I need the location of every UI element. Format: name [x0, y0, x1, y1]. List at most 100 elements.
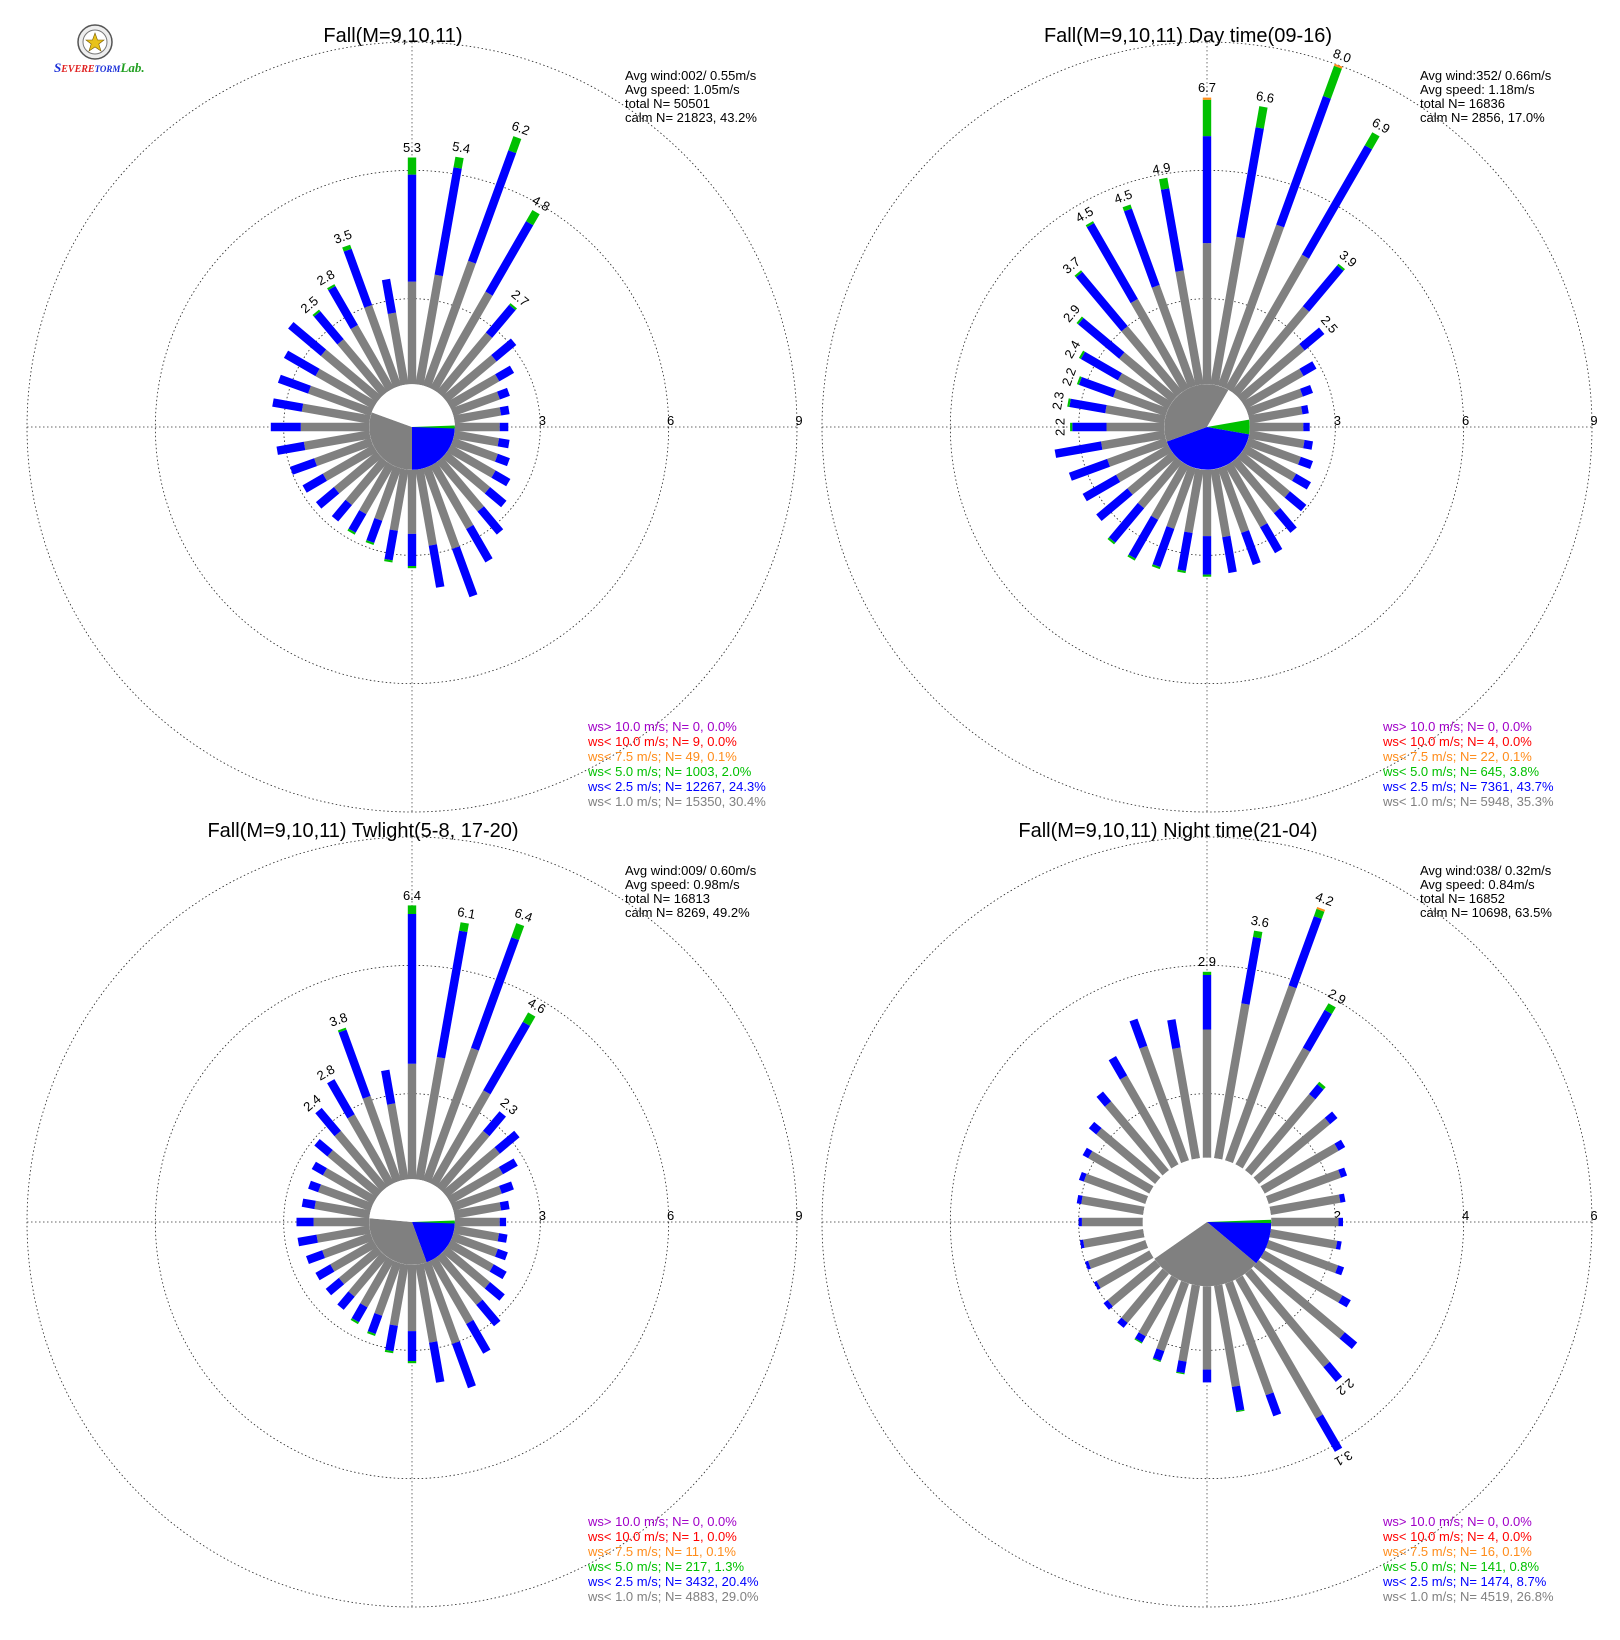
bar-segment: [1217, 465, 1249, 533]
calm-wedge: [412, 425, 455, 429]
calm-wedge: [1207, 390, 1250, 427]
bar-segment: [1202, 574, 1212, 577]
bar-segment: [314, 1200, 371, 1219]
direction-bar: [429, 461, 493, 563]
bar-segment: [1334, 63, 1343, 69]
calm-wedge: [369, 412, 412, 470]
bar-segment: [1177, 531, 1193, 571]
legend-entry: ws< 7.5 m/s; N= 22, 0.1%: [1382, 749, 1532, 764]
bar-segment: [1339, 1332, 1358, 1349]
bar-segment: [1303, 439, 1313, 450]
direction-bar: [331, 457, 388, 522]
bar-segment: [1225, 1280, 1274, 1396]
bar-segment: [407, 914, 417, 1064]
bar-segment: [1082, 1147, 1093, 1159]
direction-bar: [365, 465, 402, 545]
direction-bar: [1269, 1193, 1346, 1215]
bar-value-label: 4.5: [1112, 186, 1134, 206]
bar-segment: [1265, 1240, 1339, 1274]
bar-segment: [1078, 317, 1125, 359]
direction-bar: [325, 1246, 382, 1296]
bar-segment: [327, 1150, 382, 1198]
bar-segment: [1202, 99, 1212, 137]
ring-label: 4: [1462, 1208, 1469, 1223]
bar-segment: [1078, 377, 1116, 398]
bar-value-label: 6.1: [456, 904, 476, 922]
direction-bar: 2.2: [1059, 366, 1169, 417]
bar-segment: [1079, 1239, 1085, 1249]
bar-segment: [1202, 1286, 1212, 1370]
bar-segment: [407, 1331, 417, 1361]
direction-bar: 2.2: [1053, 418, 1165, 436]
bar-segment: [498, 1158, 518, 1175]
bar-segment: [384, 559, 393, 563]
bar-segment: [337, 1291, 355, 1310]
bar-segment: [1241, 936, 1262, 1005]
direction-bar: [302, 444, 378, 493]
bar-segment: [328, 286, 358, 330]
calm-wedge: [412, 1222, 455, 1263]
bar-segment: [387, 1103, 409, 1181]
stat-line: total N= 16836: [1420, 96, 1505, 111]
direction-bar: [1129, 1018, 1189, 1164]
bar-segment: [450, 437, 498, 462]
bar-segment: [1177, 569, 1186, 574]
direction-bar: [311, 1161, 378, 1205]
bar-segment: [1069, 398, 1107, 414]
bar-segment: [1265, 1169, 1342, 1204]
bar-segment: [1127, 554, 1136, 561]
bar-segment: [422, 1047, 479, 1184]
direction-bar: [446, 444, 511, 487]
direction-bar: 3.5: [332, 227, 402, 389]
direction-bar: [1082, 444, 1173, 502]
direction-bar: [1265, 1167, 1348, 1204]
bar-segment: [384, 1349, 394, 1354]
bar-segment: [1202, 1369, 1212, 1383]
bar-segment: [1253, 1260, 1345, 1339]
bar-value-label: 5.4: [451, 138, 471, 156]
bar-segment: [1210, 468, 1231, 538]
bar-segment: [428, 544, 445, 588]
chart-title: Fall(M=9,10,11): [323, 25, 462, 47]
ring-label: 3: [539, 413, 546, 428]
direction-bar: [1082, 1147, 1154, 1194]
bar-segment: [1235, 1275, 1323, 1419]
calm-circle: [1164, 384, 1250, 470]
bar-segment: [1081, 1217, 1143, 1227]
bar-segment: [415, 274, 443, 386]
direction-bar: [1265, 1240, 1345, 1276]
direction-bar: [1151, 465, 1197, 570]
direction-bar: 6.1: [415, 904, 477, 1181]
direction-bar: [1068, 437, 1169, 481]
bar-segment: [1231, 1385, 1245, 1411]
direction-bar: 6.7: [1198, 80, 1216, 385]
bar-segment: [497, 387, 510, 400]
stat-line: calm N= 8269, 49.2%: [625, 905, 750, 920]
bar-segment: [1152, 1358, 1161, 1363]
stat-line: total N= 16813: [625, 891, 710, 906]
direction-bar: 2.8: [314, 266, 395, 393]
bar-segment: [1127, 451, 1177, 495]
bar-segment: [1104, 1101, 1169, 1176]
bar-segment: [313, 311, 344, 345]
bar-segment: [270, 422, 301, 432]
direction-bar: [450, 437, 510, 467]
legend-entry: ws< 1.0 m/s; N= 5948, 35.3%: [1382, 794, 1554, 809]
bar-segment: [450, 1232, 498, 1257]
bar-segment: [1076, 316, 1084, 325]
bar-segment: [348, 1252, 388, 1297]
direction-bar: 3.9: [1231, 247, 1360, 397]
bar-segment: [1121, 1268, 1169, 1323]
bar-segment: [1135, 1332, 1146, 1343]
stat-line: Avg wind:009/ 0.60m/s: [625, 863, 757, 878]
direction-bar: [1202, 1286, 1212, 1383]
direction-bar: [1214, 1284, 1245, 1413]
calm-wedge: [1142, 1157, 1207, 1259]
bar-segment: [308, 385, 374, 417]
bar-segment: [306, 1250, 325, 1264]
direction-bar: [442, 338, 517, 403]
direction-bar: 4.5: [1073, 203, 1190, 393]
bar-segment: [446, 1167, 503, 1205]
direction-bar: [381, 1069, 409, 1181]
bar-segment: [522, 1012, 536, 1026]
